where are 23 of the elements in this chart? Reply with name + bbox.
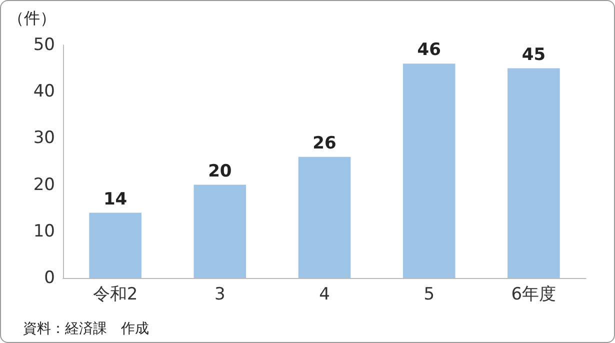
x-tick-label: 3: [214, 284, 226, 304]
data-label: 14: [103, 189, 128, 210]
y-tick-label: 40: [33, 82, 55, 102]
data-label: 46: [417, 40, 441, 60]
data-label: 20: [208, 161, 232, 182]
data-label: 45: [522, 44, 546, 65]
y-tick-label: 50: [33, 35, 55, 55]
y-axis-title: （件）: [8, 8, 56, 28]
text: 資料：経済課 作成: [23, 321, 149, 337]
x-tick-label: 令和2: [92, 284, 138, 304]
x-tick-label: 4: [319, 284, 330, 304]
bar: [508, 68, 560, 278]
y-tick-label: 20: [33, 174, 55, 195]
bar: [298, 156, 351, 278]
y-tick-label: 10: [33, 221, 55, 242]
bar: [194, 184, 246, 278]
x-tick-label: 5: [424, 284, 435, 304]
x-tick-label: 6年度: [511, 284, 556, 304]
bar: [89, 212, 142, 278]
y-tick-label: 30: [33, 128, 55, 148]
data-label: 26: [312, 133, 336, 154]
y-tick-label: 0: [44, 268, 55, 288]
bar: [402, 64, 456, 278]
